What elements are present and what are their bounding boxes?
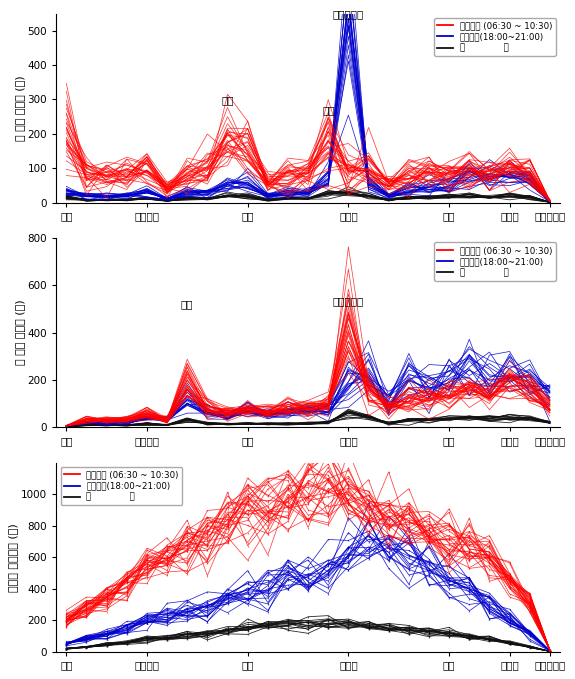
Text: 등초: 등초 (221, 95, 234, 105)
Text: 국회의사당: 국회의사당 (333, 297, 364, 307)
Legend: 오전쳊두 (06:30 ~ 10:30), 오후쳊두(18:00~21:00), 평              시: 오전쳊두 (06:30 ~ 10:30), 오후쳊두(18:00~21:00),… (434, 18, 555, 56)
Legend: 오전쳊두 (06:30 ~ 10:30), 오후쳊두(18:00~21:00), 평              시: 오전쳊두 (06:30 ~ 10:30), 오후쳊두(18:00~21:00),… (434, 242, 555, 280)
Text: 가양: 가양 (181, 299, 193, 309)
Text: 국회의사당: 국회의사당 (333, 10, 364, 20)
Y-axis label: 구간별 재차인원 (명): 구간별 재차인원 (명) (8, 523, 18, 591)
Legend: 오전쳊두 (06:30 ~ 10:30), 오후쳊두(18:00~21:00), 평              시: 오전쳊두 (06:30 ~ 10:30), 오후쳊두(18:00~21:00),… (60, 467, 182, 505)
Text: 당산: 당산 (322, 105, 335, 115)
Y-axis label: 각 역별 승차량 (명): 각 역별 승차량 (명) (15, 75, 25, 141)
Y-axis label: 각 역별 하차량 (명): 각 역별 하차량 (명) (15, 300, 25, 365)
